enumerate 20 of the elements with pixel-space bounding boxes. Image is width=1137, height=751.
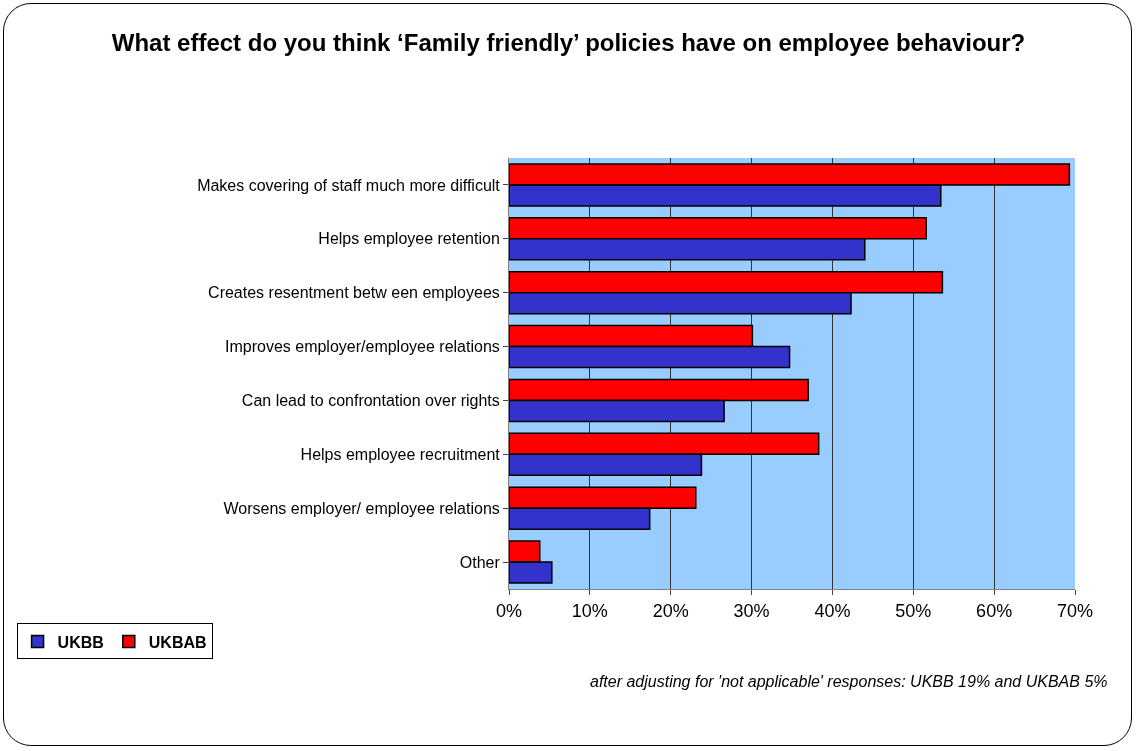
y-tick-label: Makes covering of staff much more difficult bbox=[197, 176, 501, 194]
chart-title: What effect do you think ‘Family friendly’ policies have on employee behaviour? bbox=[111, 28, 1026, 56]
x-tick-label: 70% bbox=[1056, 600, 1094, 621]
x-tick-label: 60% bbox=[976, 600, 1013, 621]
y-tick-label: Helps employee recruitment bbox=[300, 445, 501, 463]
legend-label: UKBB bbox=[57, 633, 104, 651]
y-tick-label: Creates resentment betw een employees bbox=[208, 284, 500, 302]
text: after adjusting for 'not applicable' responses: UKBB 19% and UKBAB 5% bbox=[590, 673, 1108, 690]
y-tick-label: Worsens employer/ employee relations bbox=[223, 499, 500, 517]
y-tick-label: Helps employee retention bbox=[318, 230, 500, 248]
x-tick-label: 30% bbox=[733, 600, 770, 621]
y-tick-label: Improves employer/employee relations bbox=[225, 338, 500, 356]
x-tick-label: 40% bbox=[814, 600, 851, 621]
y-tick-label: Can lead to confrontation over rights bbox=[241, 392, 500, 410]
x-tick-label: 10% bbox=[571, 600, 608, 621]
y-tick-label: Other bbox=[459, 553, 501, 571]
x-tick-label: 50% bbox=[895, 600, 932, 621]
legend-label: UKBAB bbox=[148, 633, 207, 651]
x-tick-label: 0% bbox=[495, 600, 523, 621]
x-tick-label: 20% bbox=[652, 600, 689, 621]
